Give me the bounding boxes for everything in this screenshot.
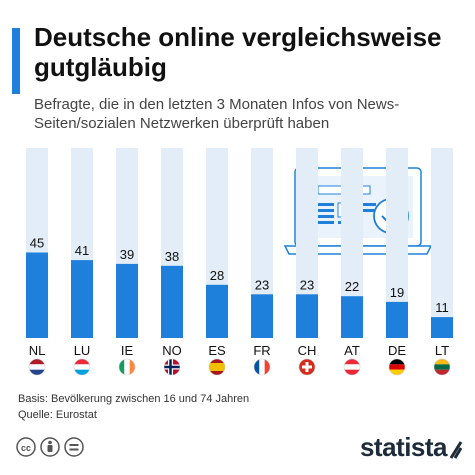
- category-label: LU: [74, 343, 91, 358]
- attribution-icon: [40, 437, 60, 457]
- cc-icon: cc: [16, 437, 36, 457]
- category-label: NO: [162, 343, 182, 358]
- statista-logo: statista: [359, 432, 448, 462]
- category-label: CH: [298, 343, 317, 358]
- bar-track: [251, 148, 273, 338]
- value-label: 11: [435, 300, 449, 315]
- flag-nl-icon: [28, 358, 46, 376]
- category-label: LT: [435, 343, 449, 358]
- creative-commons-icons: cc: [16, 437, 84, 457]
- value-label: 38: [165, 249, 179, 264]
- bar-chart: 45 NL 41 LU 39 IE 38 NO 28 ES 23 FR 23 CH 22 AT 19 DE 11 LT: [26, 148, 453, 376]
- category-label: DE: [388, 343, 406, 358]
- page-title: Deutsche online vergleichsweise gutgläub…: [34, 22, 442, 82]
- bar-track: [296, 148, 318, 338]
- flag-fr-icon: [253, 358, 271, 376]
- value-label: 22: [345, 279, 359, 294]
- bar-at: [341, 296, 363, 338]
- value-label: 41: [75, 243, 89, 258]
- category-label: ES: [208, 343, 226, 358]
- bar-nl: [26, 252, 48, 338]
- flag-ch-icon: [298, 358, 316, 376]
- bar-es: [206, 284, 228, 338]
- bar-track: [431, 148, 453, 338]
- flag-de-icon: [388, 358, 406, 376]
- value-label: 19: [390, 285, 404, 300]
- value-label: 28: [210, 268, 224, 283]
- bar-no: [161, 265, 183, 338]
- flag-ie-icon: [118, 358, 136, 376]
- svg-text:cc: cc: [21, 443, 31, 453]
- bar-track: [341, 148, 363, 338]
- category-label: AT: [344, 343, 360, 358]
- value-label: 23: [255, 277, 269, 292]
- value-label: 39: [120, 247, 134, 262]
- bar-ie: [116, 263, 138, 338]
- bar-lt: [431, 317, 453, 338]
- equals-icon: [64, 437, 84, 457]
- footnote-basis: Basis: Bevölkerung zwischen 16 und 74 Ja…: [18, 393, 250, 405]
- footnote-source: Quelle: Eurostat: [18, 409, 97, 421]
- bar-lu: [71, 260, 93, 338]
- flag-lt-icon: [433, 358, 451, 376]
- category-label: FR: [253, 343, 270, 358]
- title-accent-bar: [12, 28, 20, 94]
- flag-lu-icon: [73, 358, 91, 376]
- bar-track: [386, 148, 408, 338]
- value-label: 23: [300, 277, 314, 292]
- flag-es-icon: [208, 358, 226, 376]
- flag-no-icon: [163, 358, 181, 376]
- bar-ch: [296, 294, 318, 338]
- bar-fr: [251, 294, 273, 338]
- page-subtitle: Befragte, die in den letzten 3 Monaten I…: [34, 96, 400, 132]
- flag-at-icon: [343, 358, 361, 376]
- category-label: IE: [121, 343, 134, 358]
- category-label: NL: [29, 343, 46, 358]
- bar-de: [386, 301, 408, 338]
- statista-logo-mark: [449, 441, 463, 459]
- value-label: 45: [30, 236, 44, 251]
